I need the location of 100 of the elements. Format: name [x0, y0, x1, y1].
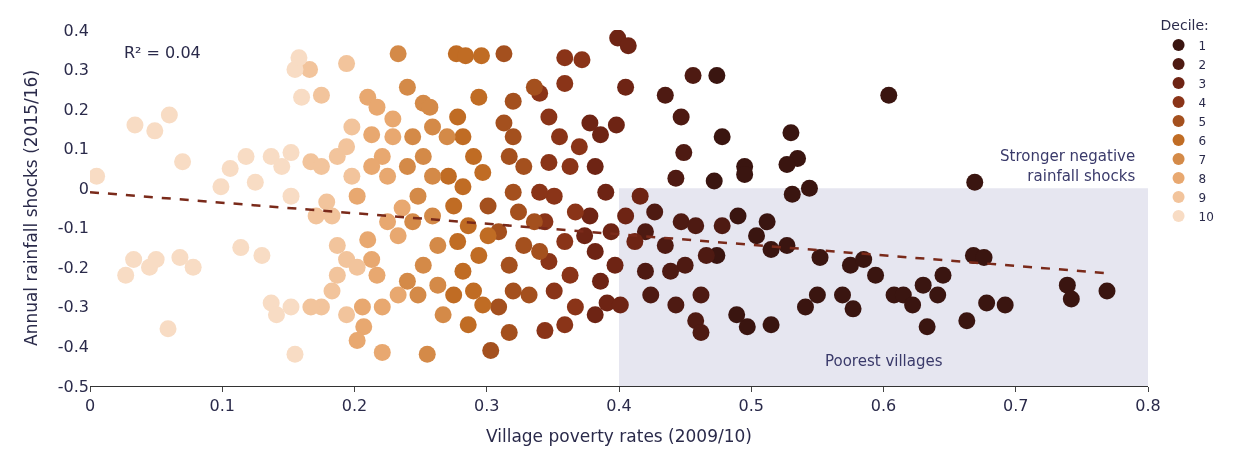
- y-tick-label: -0.3: [57, 297, 89, 317]
- point: [748, 227, 766, 245]
- point: [490, 298, 508, 316]
- point: [424, 167, 442, 185]
- point: [421, 98, 439, 116]
- point: [783, 185, 801, 203]
- legend-label: 2: [1198, 57, 1207, 72]
- point: [676, 256, 694, 274]
- point: [1058, 276, 1076, 294]
- point: [536, 322, 554, 340]
- point: [581, 207, 599, 225]
- point: [504, 282, 522, 300]
- point: [500, 148, 518, 166]
- point: [525, 78, 543, 96]
- point: [174, 153, 192, 171]
- point: [556, 316, 574, 334]
- x-tick-label: 0.7: [1003, 396, 1029, 416]
- point: [867, 266, 885, 284]
- point: [323, 282, 341, 300]
- point: [474, 163, 492, 181]
- point: [368, 266, 386, 284]
- y-tick-label: 0: [78, 178, 89, 198]
- point: [479, 197, 497, 215]
- point: [504, 183, 522, 201]
- y-tick-label: 0.3: [63, 60, 89, 80]
- x-tick-label: 0.8: [1135, 396, 1161, 416]
- point: [617, 78, 635, 96]
- point: [525, 213, 543, 231]
- point: [338, 55, 356, 73]
- point: [301, 61, 319, 79]
- point: [510, 203, 527, 221]
- point: [586, 157, 604, 175]
- x-tick-label: 0.2: [341, 396, 368, 416]
- point: [389, 227, 407, 245]
- point: [796, 298, 814, 316]
- point: [384, 128, 402, 146]
- point: [282, 187, 300, 205]
- annotation: R² = 0.04: [124, 43, 201, 62]
- point: [454, 262, 472, 280]
- point: [379, 167, 397, 185]
- point: [439, 167, 457, 185]
- point: [687, 217, 705, 235]
- point: [1062, 290, 1080, 308]
- legend-label: 9: [1198, 190, 1207, 205]
- point: [697, 246, 715, 264]
- point: [642, 286, 660, 304]
- point: [607, 116, 625, 134]
- point: [338, 306, 356, 324]
- point: [221, 159, 239, 177]
- point: [343, 167, 361, 185]
- point: [811, 248, 829, 266]
- point: [286, 345, 304, 363]
- point: [855, 250, 873, 268]
- point: [338, 138, 356, 156]
- point: [561, 157, 579, 175]
- point: [929, 286, 947, 304]
- point: [996, 296, 1014, 314]
- point: [675, 144, 693, 162]
- point: [470, 246, 488, 264]
- point: [958, 312, 976, 330]
- point: [184, 258, 202, 276]
- point: [307, 207, 325, 225]
- band-label: Poorest villages: [825, 352, 943, 370]
- point: [778, 237, 796, 255]
- point: [389, 286, 407, 304]
- point: [398, 157, 416, 175]
- point: [125, 250, 143, 268]
- point: [267, 306, 285, 324]
- point: [384, 110, 402, 128]
- point: [363, 126, 381, 144]
- legend-label: 7: [1198, 152, 1207, 167]
- point: [504, 92, 522, 110]
- point: [232, 239, 250, 257]
- point: [495, 114, 513, 132]
- point: [841, 256, 859, 274]
- point: [393, 199, 411, 217]
- legend-title: Decile:: [1160, 17, 1209, 34]
- x-tick-label: 0.6: [870, 396, 897, 416]
- point: [586, 243, 604, 260]
- point: [662, 262, 680, 280]
- point: [368, 98, 386, 116]
- legend-label: 8: [1198, 171, 1207, 186]
- point: [355, 318, 373, 336]
- point: [147, 250, 165, 268]
- point: [348, 332, 366, 349]
- point: [834, 286, 851, 304]
- point: [159, 320, 177, 338]
- point: [570, 138, 588, 156]
- y-tick-label: -0.1: [57, 218, 89, 238]
- point: [545, 282, 563, 300]
- point: [581, 114, 599, 132]
- point: [363, 250, 381, 268]
- point: [379, 213, 397, 231]
- point: [576, 227, 594, 245]
- point: [418, 345, 436, 363]
- point: [672, 213, 690, 231]
- y-tick-label: 0.1: [63, 139, 89, 159]
- y-tick-label: -0.4: [57, 337, 89, 357]
- point: [515, 237, 533, 255]
- point: [672, 108, 690, 126]
